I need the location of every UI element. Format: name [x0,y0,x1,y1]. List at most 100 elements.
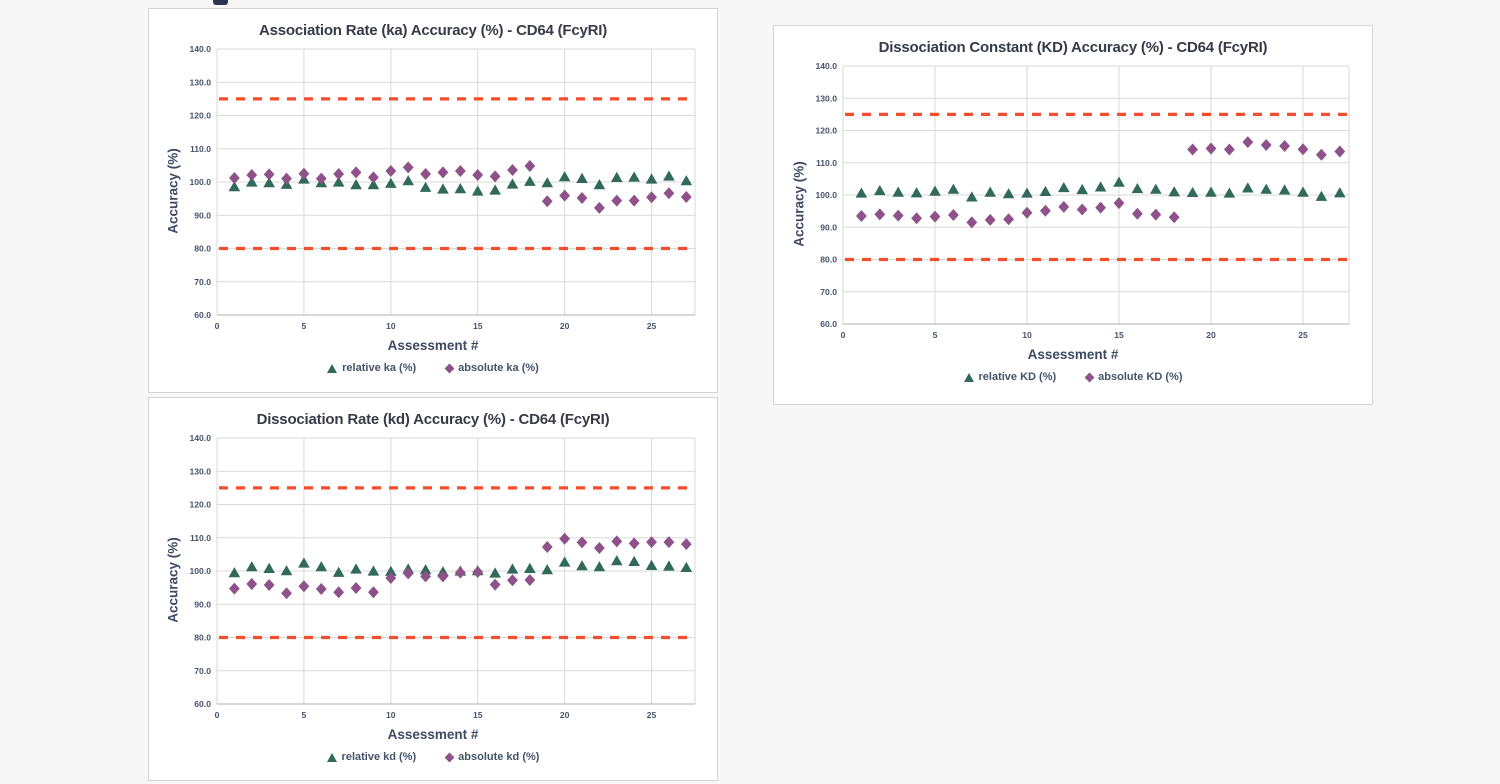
data-point-absolute [646,536,657,549]
data-point-absolute [1076,203,1088,216]
legend-item-absolute: absolute KD (%) [1084,371,1183,383]
data-point-relative [541,564,554,575]
horizontal-gridlines [217,48,695,316]
chart-card-dissociation-rate: Dissociation Rate (kd) Accuracy (%) - CD… [148,397,718,781]
svg-text:0: 0 [215,710,220,720]
data-point-relative [524,175,536,186]
data-point-absolute [1168,211,1180,224]
y-axis-label: Accuracy (%) [165,536,181,623]
y-axis-label: Accuracy (%) [165,147,181,234]
data-point-relative [929,185,941,196]
data-point-absolute [663,187,675,200]
data-point-relative [1186,186,1199,198]
data-point-absolute [680,538,692,551]
legend-label: absolute KD (%) [1098,371,1183,383]
data-point-absolute [646,191,657,204]
data-point-absolute [576,536,588,549]
legend: relative KD (%) absolute KD (%) [963,371,1183,383]
legend: relative kd (%) absolute kd (%) [326,751,539,763]
chart-svg: 60.0 70.0 80.0 90.0 100.0 110.0 120.0 130.0 140.… [189,433,696,720]
chart-plot: 60.0 70.0 80.0 90.0 100.0 110.0 120.0 130.0 140.… [159,43,707,338]
data-point-relative [298,557,310,568]
data-point-absolute [246,169,258,182]
data-point-relative [593,179,606,190]
data-point-relative [1315,190,1328,201]
y-tick-labels: 60.0 70.0 80.0 90.0 100.0 110.0 120.0 130.0 140.… [189,433,211,709]
data-point-relative [506,178,519,189]
data-point-relative [541,177,554,188]
x-axis-label: Assessment # [387,338,479,353]
data-point-relative [1039,185,1052,197]
data-point-absolute [892,209,904,222]
data-point-relative [280,565,293,576]
data-point-relative [892,186,904,197]
data-point-absolute [350,581,362,594]
data-point-absolute [948,208,959,221]
data-point-relative [1076,183,1088,195]
data-point-absolute [246,577,258,590]
data-point-relative [471,185,484,196]
svg-text:25: 25 [1298,330,1308,340]
svg-text:0: 0 [215,321,220,331]
data-point-absolute [1297,143,1309,156]
data-point-relative [489,567,501,578]
data-point-absolute [663,536,675,549]
svg-text:80.0: 80.0 [194,244,211,254]
data-point-absolute [472,565,484,578]
data-point-absolute [1224,143,1235,156]
data-point-absolute [402,567,414,580]
data-point-relative [663,170,675,181]
data-point-relative [437,183,449,194]
data-point-absolute [507,164,518,177]
svg-text:130.0: 130.0 [189,466,211,476]
svg-text:70.0: 70.0 [194,277,211,287]
chart-plot: 60.0 70.0 80.0 90.0 100.0 110.0 120.0 130.0 140.… [159,432,707,727]
svg-text:130.0: 130.0 [189,77,211,87]
data-point-absolute [966,216,978,229]
svg-text:70.0: 70.0 [194,666,211,676]
data-point-absolute [368,586,379,599]
data-point-relative [332,176,345,187]
data-point-relative [454,183,467,194]
data-point-absolute [1003,213,1014,226]
chart-card-dissociation-constant: Dissociation Constant (KD) Accuracy (%) … [773,25,1373,405]
svg-text:120.0: 120.0 [189,500,211,510]
data-point-absolute [1279,139,1290,152]
chart-title: Dissociation Constant (KD) Accuracy (%) … [878,39,1268,56]
diamond-marker-icon [444,363,455,373]
series-relative [855,176,1346,202]
diamond-marker-icon [444,752,455,762]
svg-text:80.0: 80.0 [194,633,211,643]
svg-text:100.0: 100.0 [189,177,211,187]
data-point-relative [228,567,241,578]
data-point-absolute [437,570,449,583]
data-point-absolute [1316,148,1327,161]
legend-label: relative ka (%) [342,362,417,374]
data-point-absolute [489,170,501,183]
svg-text:60.0: 60.0 [820,319,837,329]
data-point-relative [263,177,275,188]
plot-area: Accuracy (%) 60.0 70.0 80.0 90.0 100.0 110.0 1… [785,60,1361,347]
data-point-absolute [611,535,623,548]
data-point-absolute [228,172,240,185]
x-tick-labels: 0 5 10 15 20 25 [215,321,657,331]
svg-text:140.0: 140.0 [189,44,211,54]
data-point-relative [1168,186,1180,197]
data-point-relative [350,563,362,574]
data-point-absolute [680,190,692,203]
data-point-relative [385,565,397,576]
svg-text:15: 15 [473,321,483,331]
data-point-absolute [611,194,623,207]
data-point-absolute [437,166,449,179]
data-point-absolute [1260,139,1272,152]
svg-text:90.0: 90.0 [194,210,211,220]
svg-text:70.0: 70.0 [820,287,837,297]
legend-item-relative: relative KD (%) [963,371,1056,383]
chart-svg: 60.0 70.0 80.0 90.0 100.0 110.0 120.0 130.0 140.… [815,61,1350,340]
svg-text:100.0: 100.0 [815,190,837,200]
data-point-relative [855,187,868,198]
y-tick-labels: 60.0 70.0 80.0 90.0 100.0 110.0 120.0 130.0 140.… [815,61,837,329]
data-point-absolute [1021,206,1033,219]
data-point-absolute [263,168,275,181]
data-point-relative [1113,176,1125,187]
